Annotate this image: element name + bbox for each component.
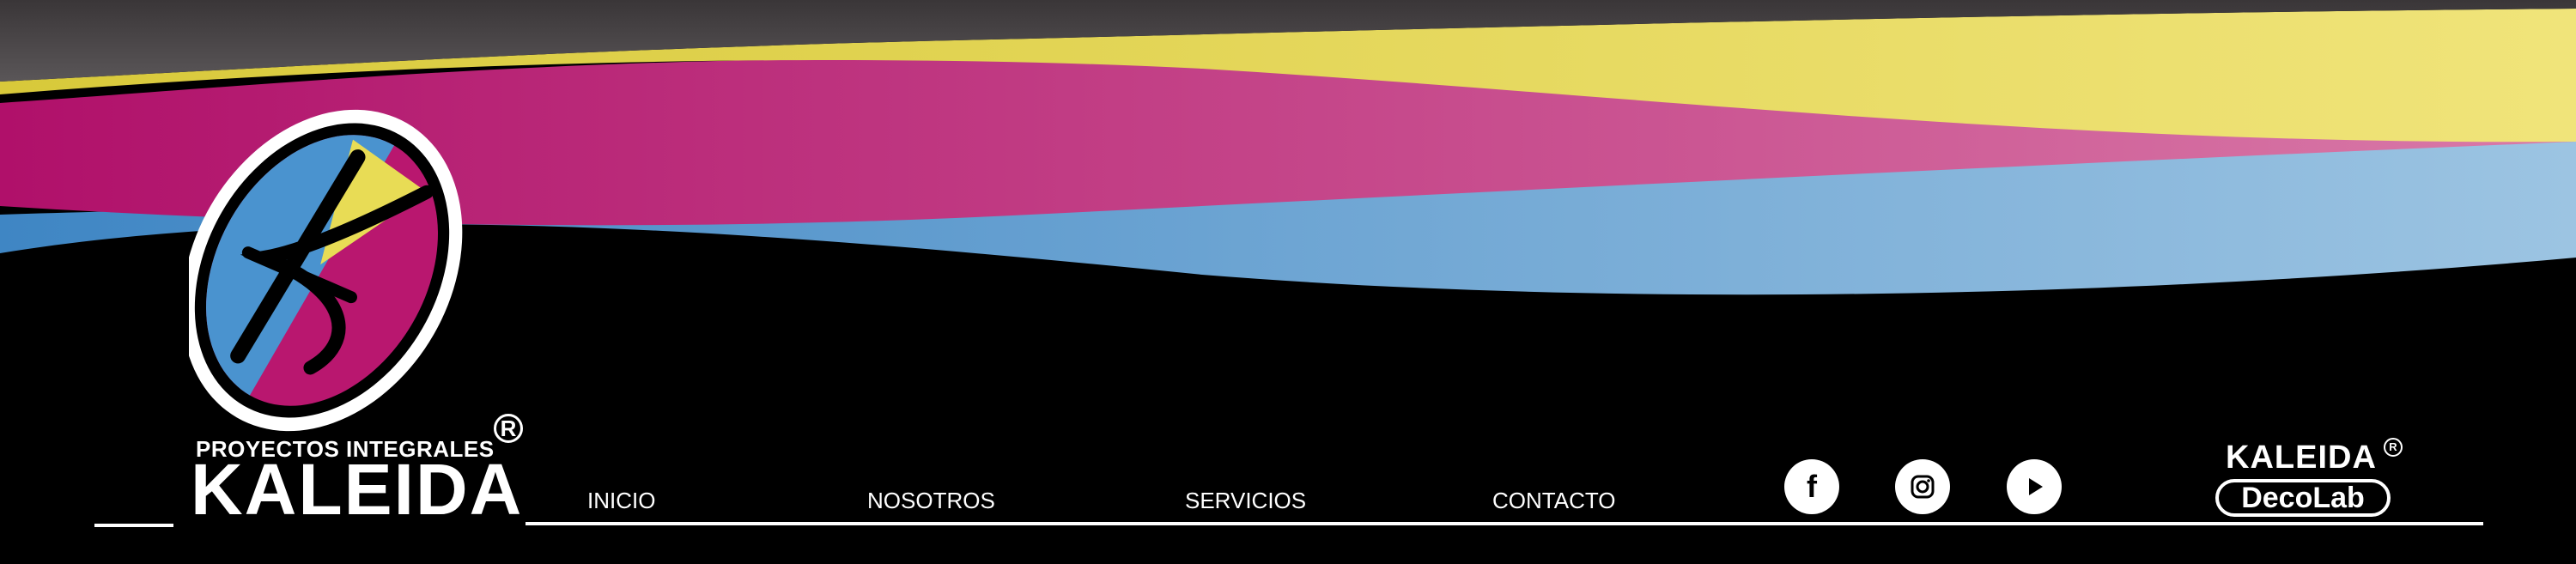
nav-item-servicios[interactable]: SERVICIOS [1185,488,1307,513]
youtube-button[interactable] [2007,459,2062,514]
divider-left [94,524,173,527]
instagram-button[interactable] [1895,459,1950,514]
decolab-registered-mark: R [2384,438,2403,457]
decolab-pill: DecoLab [2215,479,2391,517]
brand-tagline: PROYECTOS INTEGRALES [196,436,495,462]
kaleida-decolab-logo[interactable]: KALEIDA R DecoLab [2215,438,2404,519]
nav-item-inicio[interactable]: INICIO [587,488,656,513]
brand-name: KALEIDA [191,449,524,530]
youtube-icon [2029,478,2043,495]
main-nav: INICIO NOSOTROS SERVICIOS CONTACTO [0,488,2576,517]
kaleida-emblem-icon [189,109,463,432]
facebook-icon: f [1807,469,1817,504]
decolab-brand-name: KALEIDA [2226,440,2377,476]
instagram-icon [1911,475,1935,499]
nav-item-contacto[interactable]: CONTACTO [1492,488,1616,513]
kaleida-logo[interactable] [189,103,532,532]
divider-main [526,522,2483,525]
gray-wave [0,0,2576,82]
facebook-button[interactable]: f [1784,459,1839,514]
nav-item-nosotros[interactable]: NOSOTROS [867,488,995,513]
registered-mark: R [494,414,523,443]
yellow-wave [0,9,2576,143]
